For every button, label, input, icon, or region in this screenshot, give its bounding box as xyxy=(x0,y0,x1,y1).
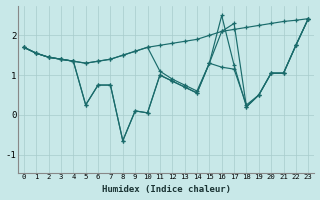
X-axis label: Humidex (Indice chaleur): Humidex (Indice chaleur) xyxy=(101,185,231,194)
